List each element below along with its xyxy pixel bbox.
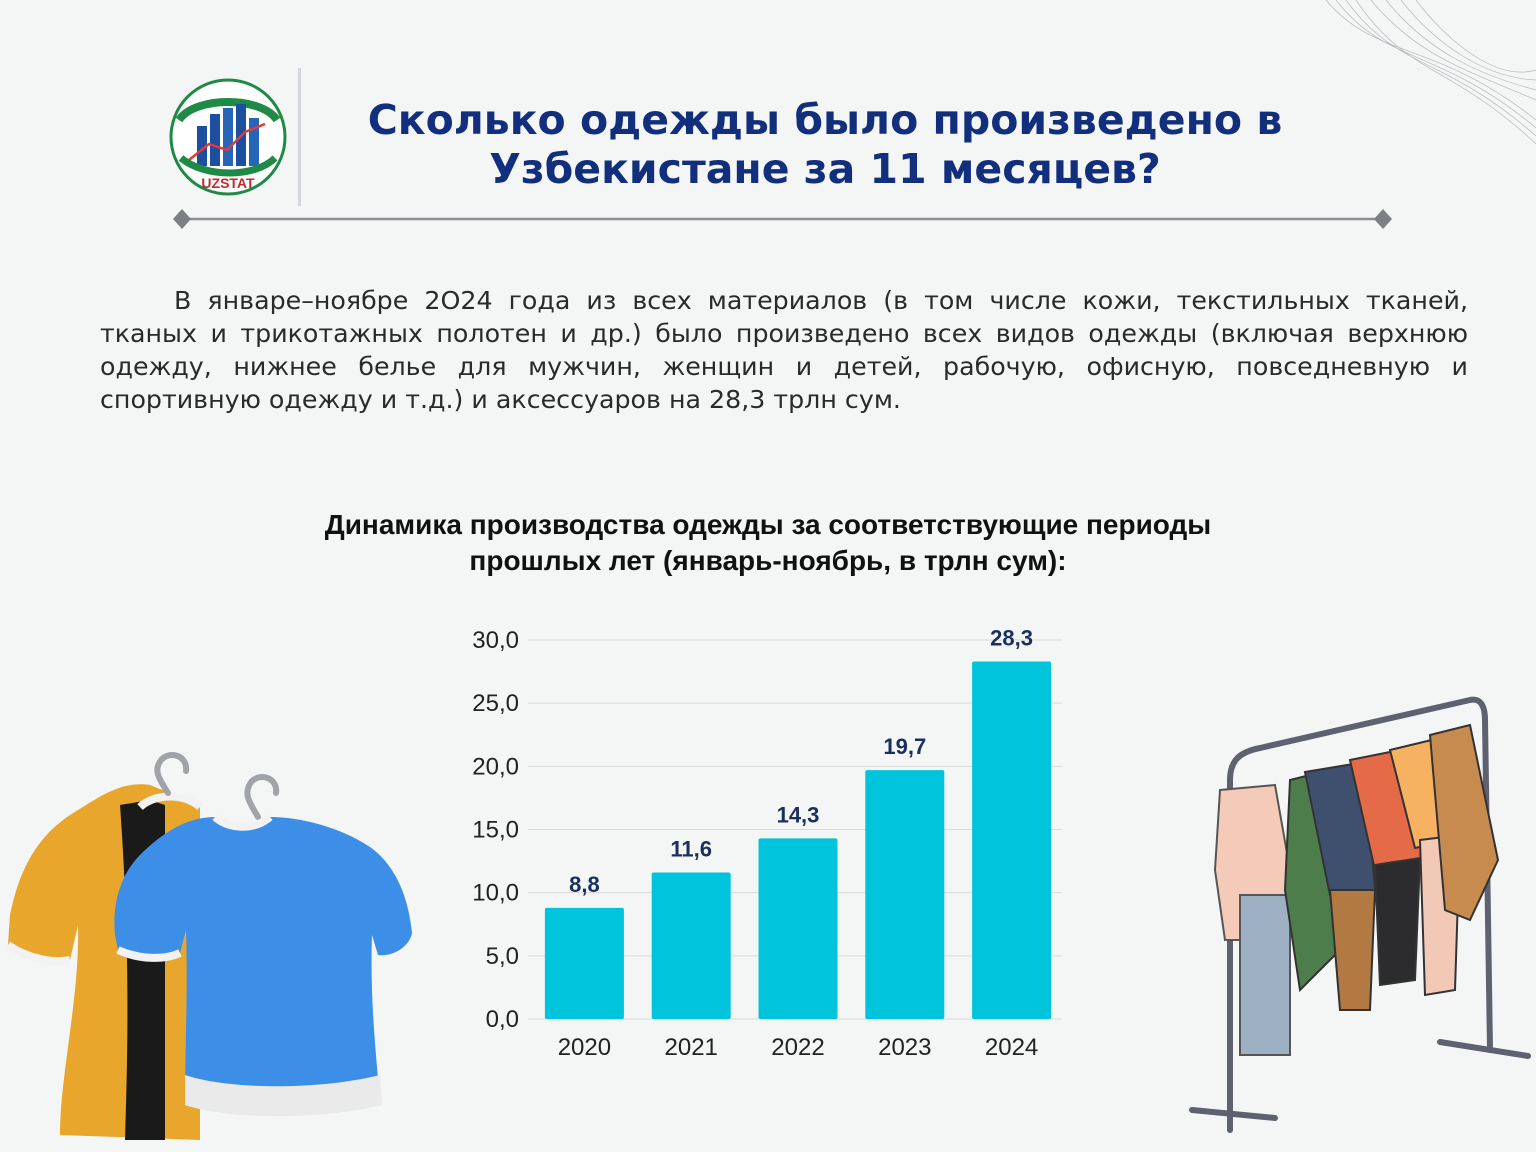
- y-tick-label: 10,0: [472, 880, 519, 907]
- chart-title: Динамика производства одежды за соответс…: [200, 507, 1336, 579]
- x-axis-ticks: 2020 2021 2022 2023 2024: [558, 1034, 1039, 1061]
- chart-title-line-2: прошлых лет (январь-ноябрь, в трлн сум):: [469, 545, 1067, 576]
- logo-divider: [298, 68, 301, 206]
- t-shirts-illustration: [5, 752, 412, 1140]
- x-tick-label: 2020: [558, 1034, 611, 1061]
- y-tick-label: 20,0: [472, 753, 519, 780]
- bar-2024: [972, 661, 1052, 1019]
- hanger-hook-icon: [244, 774, 280, 820]
- bar-2021: [651, 872, 731, 1019]
- y-tick-label: 30,0: [472, 627, 519, 654]
- x-tick-label: 2021: [665, 1034, 718, 1061]
- clothing-rack-illustration: [1189, 696, 1531, 1133]
- bar-2020: [544, 907, 624, 1019]
- data-labels: 8,8 11,6 14,3 19,7 28,3: [569, 625, 1033, 896]
- blue-shirt-icon: [114, 813, 412, 1117]
- y-tick-label: 0,0: [486, 1006, 519, 1033]
- data-label: 11,6: [670, 836, 712, 861]
- bar-2023: [865, 770, 945, 1019]
- bar-2022: [758, 838, 838, 1019]
- page-title: Сколько одежды было произведено в Узбеки…: [300, 96, 1350, 194]
- y-tick-label: 5,0: [486, 943, 519, 970]
- decorative-swirl: [1325, 0, 1536, 145]
- data-label: 8,8: [569, 872, 600, 897]
- bar-chart: 0,0 5,0 10,0 15,0 20,0 25,0 30,0 8,8 11,6 14,3 19…: [472, 625, 1062, 1061]
- title-divider: [173, 209, 1392, 229]
- bars: [544, 661, 1052, 1019]
- data-label: 28,3: [990, 625, 1033, 650]
- x-tick-label: 2023: [878, 1034, 931, 1061]
- data-label: 19,7: [883, 734, 926, 759]
- intro-paragraph: В январе–ноябре 2О24 года из всех матери…: [100, 286, 1468, 414]
- chart-title-line-1: Динамика производства одежды за соответс…: [324, 509, 1212, 540]
- hanging-clothes-icon: [1213, 723, 1500, 1056]
- title-line-2: Узбекистане за 11 месяцев?: [489, 145, 1161, 193]
- y-tick-label: 25,0: [472, 690, 519, 717]
- title-line-1: Сколько одежды было произведено в: [367, 96, 1283, 144]
- uzstat-logo: UZSTAT: [169, 78, 287, 196]
- y-axis-ticks: 0,0 5,0 10,0 15,0 20,0 25,0 30,0: [472, 627, 519, 1033]
- y-tick-label: 15,0: [472, 817, 519, 844]
- hanger-hook-icon: [154, 752, 190, 796]
- logo-text: UZSTAT: [201, 175, 255, 191]
- x-tick-label: 2024: [985, 1034, 1038, 1061]
- data-label: 14,3: [777, 802, 820, 827]
- x-tick-label: 2022: [771, 1034, 824, 1061]
